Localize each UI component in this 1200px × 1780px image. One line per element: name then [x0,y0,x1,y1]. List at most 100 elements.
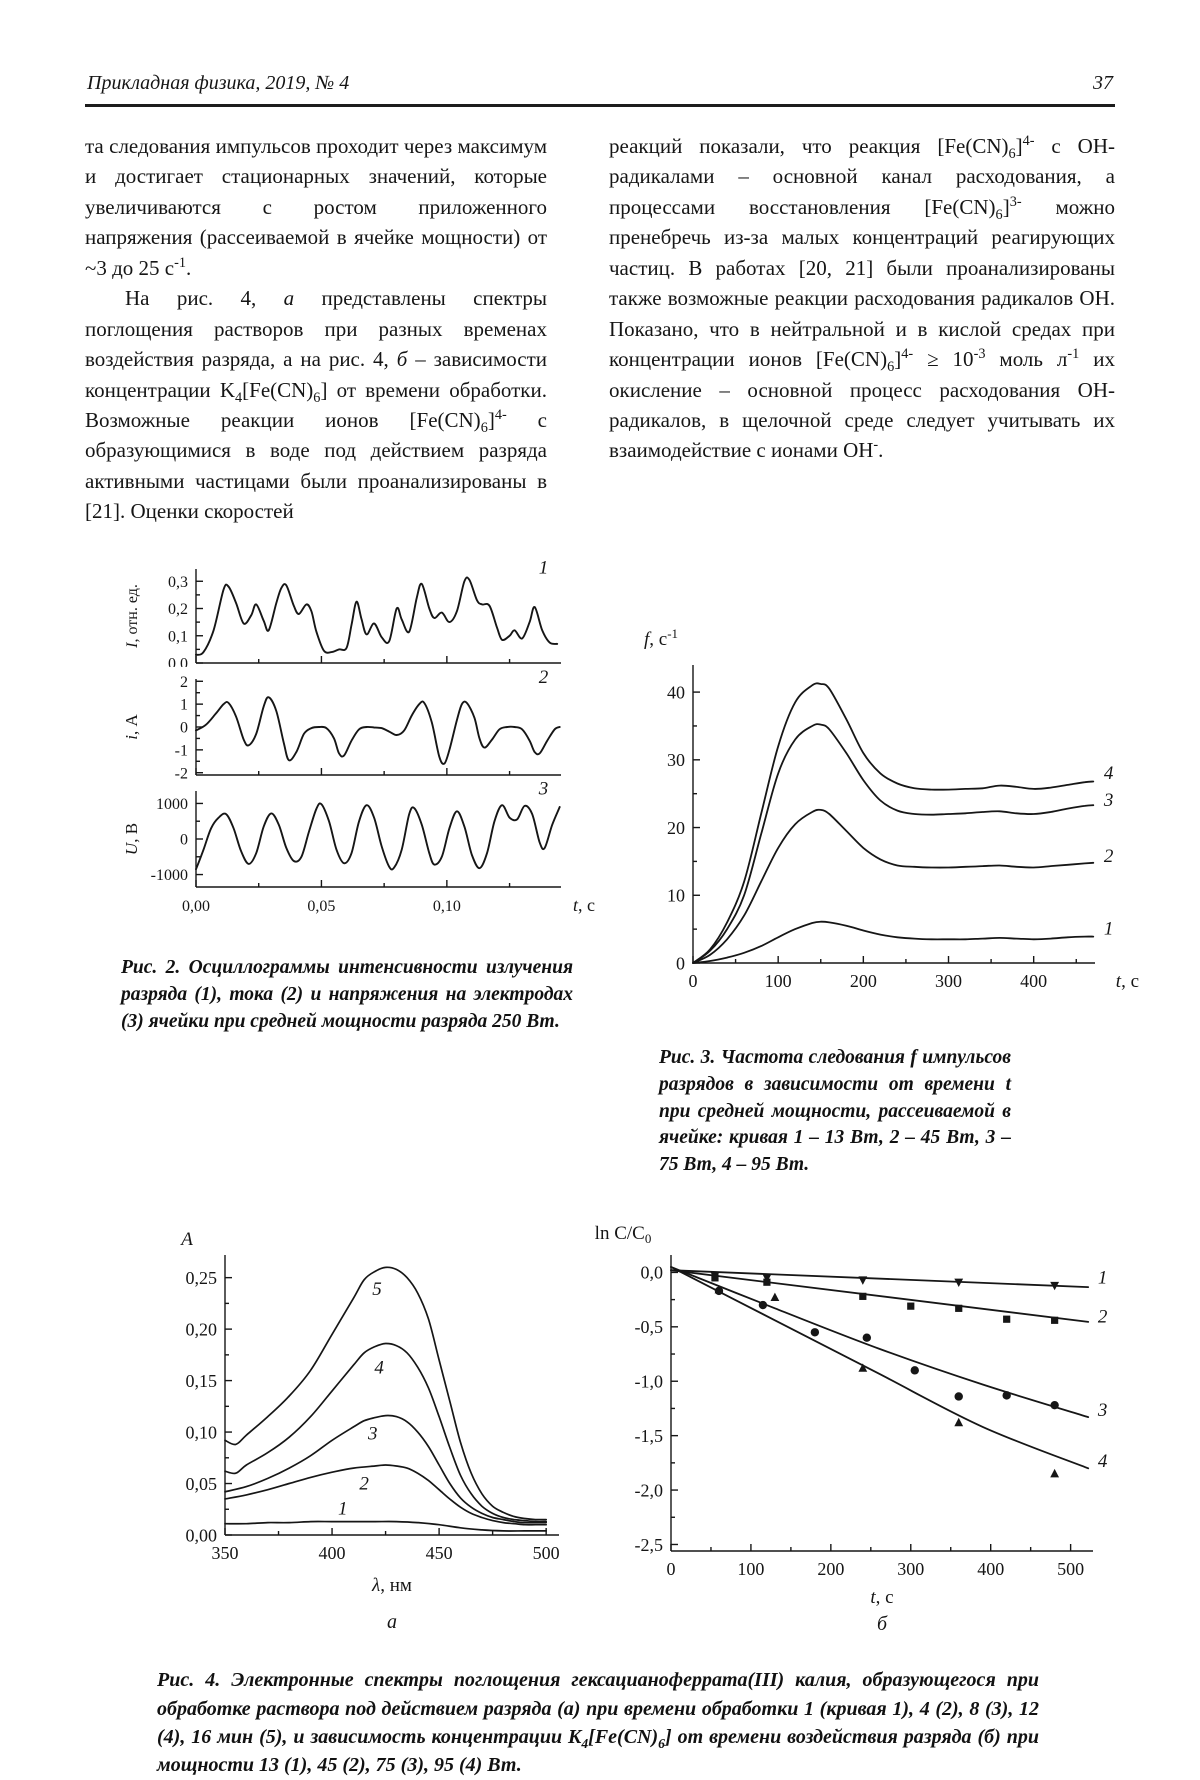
svg-text:350: 350 [212,1543,239,1563]
figures-row-1: 0,0 0,1 0,2 0,3 1 I, отн. ед. -2 -1 0 1 2 2 i, А 0,… [85,555,1139,1180]
svg-text:2: 2 [1104,846,1114,867]
journal-title: Прикладная физика, 2019, № 4 [87,72,350,94]
figure-2-caption: Рис. 2. Осциллограммы интенсивности излу… [121,956,573,1032]
svg-text:400: 400 [319,1543,346,1563]
panel-letter-a: а [387,1611,397,1634]
journal-page: Прикладная физика, 2019, № 4 37 та следо… [85,72,1139,1776]
svg-text:ln C/C0: ln C/C0 [595,1223,652,1246]
svg-text:450: 450 [426,1543,453,1563]
svg-text:0,20: 0,20 [186,1320,218,1340]
figure-4a: 350 400 450 500 0,00 0,05 0,10 0,15 0,20 0,25 5 4 3 2… [145,1213,575,1634]
svg-text:200: 200 [850,971,877,991]
svg-text:0,2: 0,2 [168,601,188,618]
svg-text:2: 2 [359,1474,369,1495]
svg-text:0,00: 0,00 [186,1526,218,1546]
svg-text:1: 1 [338,1499,348,1520]
svg-text:f, с-1: f, с-1 [644,625,678,649]
svg-text:t, с: t, с [573,895,595,915]
svg-text:-1,5: -1,5 [635,1426,664,1446]
svg-text:I, отн. ед.: I, отн. ед. [124,584,141,649]
svg-text:0,0: 0,0 [168,655,188,666]
svg-text:100: 100 [737,1559,764,1579]
svg-text:0: 0 [180,831,188,848]
svg-text:0: 0 [689,971,698,991]
svg-text:4: 4 [374,1358,384,1379]
left-column: та следования импульсов проходит через м… [85,131,547,527]
panel-letter-b: б [876,1613,888,1636]
page-header: Прикладная физика, 2019, № 4 37 [85,72,1115,104]
svg-text:0,10: 0,10 [433,898,461,915]
figure-4b: 0 100 200 300 400 500 0,0 -0,5 -1,0 -1,5 -2,0 -2,5 1… [583,1213,1145,1636]
svg-text:1000: 1000 [156,796,188,813]
svg-text:0: 0 [180,719,188,736]
svg-text:400: 400 [1020,971,1047,991]
figure-4-caption: Рис. 4. Электронные спектры поглощения г… [157,1669,1039,1777]
figure-3: 0 100 200 300 400 0 10 20 30 40 4 3 2 1 t, с f, с-1 Рис… [613,617,1143,1180]
svg-text:2: 2 [1098,1307,1108,1328]
svg-text:40: 40 [667,682,685,702]
fig4a-spectra-plot: 350 400 450 500 0,00 0,05 0,10 0,15 0,20 0,25 5 4 3 2… [179,1229,560,1596]
figure-3-caption: Рис. 3. Частота следования f импульсов р… [659,1046,1011,1176]
svg-text:1: 1 [180,696,188,713]
svg-text:3: 3 [538,779,549,800]
svg-text:500: 500 [1057,1559,1084,1579]
fig4b-kinetics-plot: 0 100 200 300 400 500 0,0 -0,5 -1,0 -1,5 -2,0 -2,5 1… [595,1223,1108,1608]
svg-text:-2: -2 [175,765,188,779]
svg-text:4: 4 [1104,762,1114,783]
svg-text:3: 3 [1097,1400,1108,1421]
svg-text:0,0: 0,0 [641,1263,664,1283]
svg-text:-0,5: -0,5 [635,1317,664,1337]
figure-2: 0,0 0,1 0,2 0,3 1 I, отн. ед. -2 -1 0 1 2 2 i, А 0,… [121,555,599,1036]
svg-text:0,05: 0,05 [186,1474,218,1494]
svg-text:0,3: 0,3 [168,574,188,591]
svg-text:1: 1 [1104,918,1114,939]
paragraph: реакций показали, что реакция [Fe(CN)6]4… [609,133,1115,463]
svg-text:0,25: 0,25 [186,1268,218,1288]
fig2-intensity-plot: 0,0 0,1 0,2 0,3 1 I, отн. ед. [124,557,561,667]
svg-text:0,1: 0,1 [168,628,188,645]
svg-text:1: 1 [1098,1268,1108,1289]
svg-text:500: 500 [533,1543,560,1563]
fig3-frequency-plot: 0 100 200 300 400 0 10 20 30 40 4 3 2 1 t, с f, с-1 [644,625,1139,992]
svg-text:300: 300 [897,1559,924,1579]
page-number: 37 [1093,72,1113,94]
svg-text:100: 100 [765,971,792,991]
svg-text:0,10: 0,10 [186,1423,218,1443]
svg-text:-1,0: -1,0 [635,1372,664,1392]
right-column: реакций показали, что реакция [Fe(CN)6]4… [609,131,1115,527]
svg-text:-2,5: -2,5 [635,1535,664,1555]
svg-text:4: 4 [1098,1451,1108,1472]
paragraph: На рис. 4, а представлены спектры поглощ… [85,286,547,524]
svg-text:λ, нм: λ, нм [371,1575,412,1596]
svg-text:0: 0 [667,1559,676,1579]
svg-text:20: 20 [667,818,685,838]
svg-text:0,15: 0,15 [186,1371,218,1391]
svg-text:0,05: 0,05 [307,898,335,915]
svg-text:400: 400 [977,1559,1004,1579]
svg-text:t, с: t, с [1116,971,1139,992]
svg-text:1: 1 [539,557,549,578]
header-rule [85,104,1115,107]
svg-text:10: 10 [667,885,685,905]
svg-text:i, А: i, А [122,713,141,739]
svg-text:0,00: 0,00 [182,898,210,915]
svg-text:A: A [179,1229,193,1250]
svg-text:300: 300 [935,971,962,991]
figures-row-2: 350 400 450 500 0,00 0,05 0,10 0,15 0,20 0,25 5 4 3 2… [85,1213,1115,1636]
svg-text:-1000: -1000 [151,867,188,884]
svg-text:2: 2 [180,674,188,691]
svg-text:200: 200 [817,1559,844,1579]
svg-text:t, с: t, с [870,1587,893,1608]
svg-text:-1: -1 [175,742,188,759]
svg-text:0: 0 [676,953,685,973]
paragraph: та следования импульсов проходит через м… [85,134,547,280]
svg-text:-2,0: -2,0 [635,1481,664,1501]
svg-text:5: 5 [372,1279,382,1300]
svg-text:U, В: U, В [122,823,141,855]
fig2-current-plot: -2 -1 0 1 2 2 i, А [122,667,561,779]
svg-text:30: 30 [667,750,685,770]
svg-text:3: 3 [367,1423,378,1444]
svg-text:2: 2 [539,667,549,688]
fig2-voltage-plot: 0,00 0,05 0,10 -1000 0 1000 3 t, с U, В [122,779,595,915]
svg-text:3: 3 [1103,790,1114,811]
